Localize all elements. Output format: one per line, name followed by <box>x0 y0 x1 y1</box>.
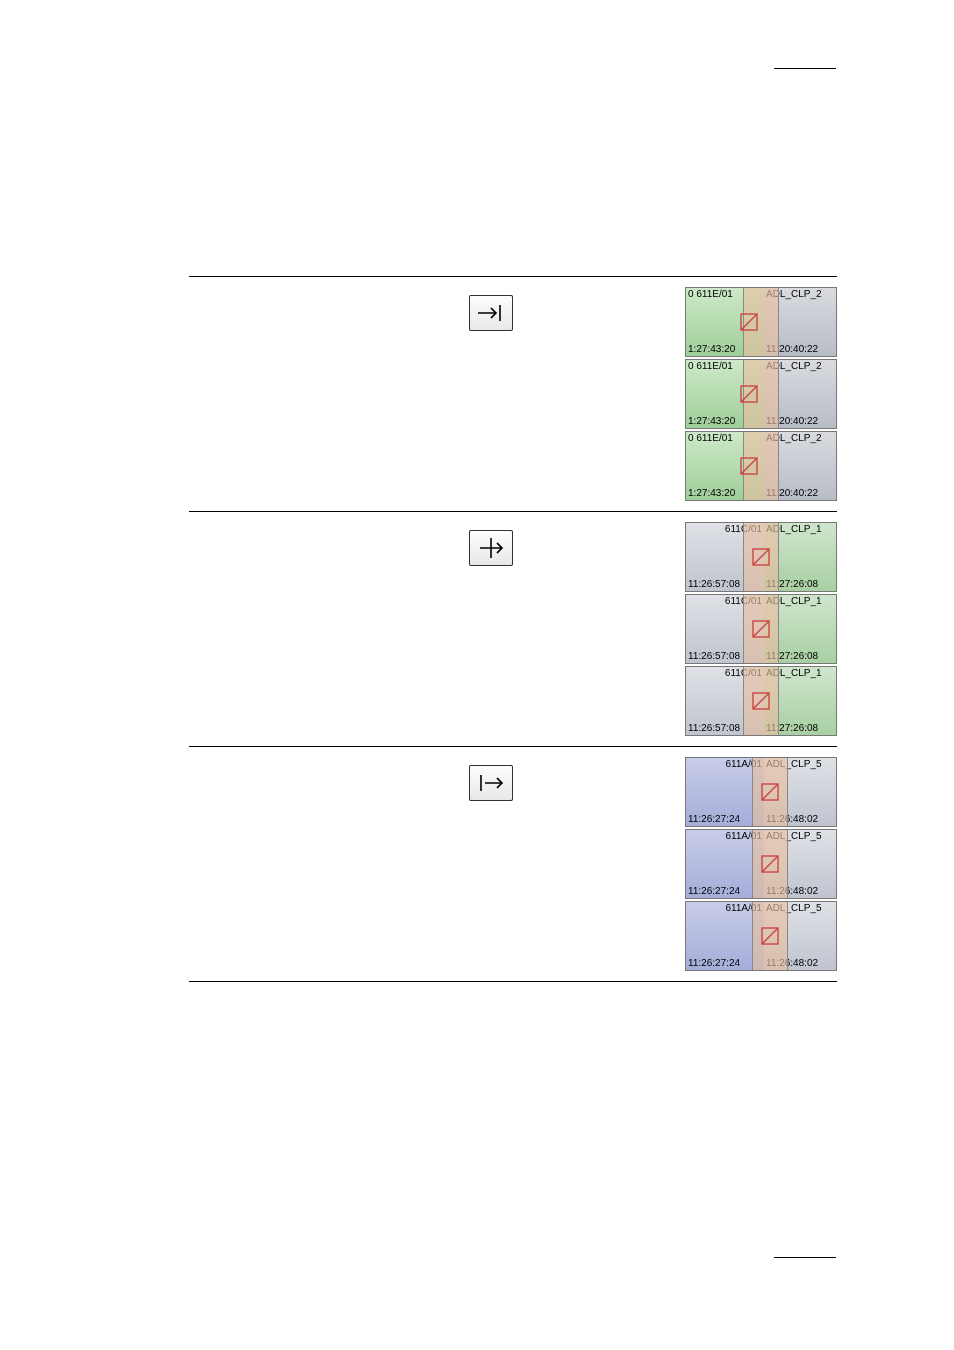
table-row: 611A/01 11:26:27:24 ADL_CLP_5 11:26:48:0… <box>189 747 837 981</box>
transition-icon <box>740 313 758 331</box>
clip-pair: 0 611E/01 1:27:43:20 ADL_CLP_2 11:20:40:… <box>685 431 837 501</box>
clip-pair: 611A/01 11:26:27:24 ADL_CLP_5 11:26:48:0… <box>685 901 837 971</box>
transition-icon <box>740 457 758 475</box>
header-rule <box>774 68 836 69</box>
clip-timecode: 11:26:27:24 <box>688 814 762 825</box>
row-preview-col: 611A/01 11:26:27:24 ADL_CLP_5 11:26:48:0… <box>599 757 837 971</box>
transition-icon <box>761 855 779 873</box>
table-bottom-rule <box>189 981 837 982</box>
clip-pair: 611C/01 11:26:57:08 ADL_CLP_1 11:27:26:0… <box>685 522 837 592</box>
footer-rule <box>774 1257 836 1258</box>
transition-icon <box>752 548 770 566</box>
clip-name: 611A/01 <box>688 903 762 914</box>
transition-icon <box>740 385 758 403</box>
transition-icon <box>752 692 770 710</box>
page: 0 611E/01 1:27:43:20 ADL_CLP_2 11:20:40:… <box>0 0 954 1350</box>
row-icon-col <box>469 287 599 331</box>
trim-mode-button[interactable] <box>469 295 513 331</box>
row-icon-col <box>469 757 599 801</box>
table-row: 0 611E/01 1:27:43:20 ADL_CLP_2 11:20:40:… <box>189 277 837 511</box>
clip-pair: 611A/01 11:26:27:24 ADL_CLP_5 11:26:48:0… <box>685 829 837 899</box>
arrow-from-bar-icon <box>476 774 506 792</box>
clip-name: 611A/01 <box>688 759 762 770</box>
arrow-to-bar-icon <box>476 304 506 322</box>
clip-name: 611A/01 <box>688 831 762 842</box>
clip-pair: 0 611E/01 1:27:43:20 ADL_CLP_2 11:20:40:… <box>685 359 837 429</box>
clip-timecode: 11:26:27:24 <box>688 958 762 969</box>
clip-timecode: 11:26:27:24 <box>688 886 762 897</box>
transition-icon <box>761 783 779 801</box>
clip-pair: 611C/01 11:26:57:08 ADL_CLP_1 11:27:26:0… <box>685 666 837 736</box>
row-icon-col <box>469 522 599 566</box>
arrow-through-bar-icon <box>476 537 506 559</box>
transition-icon <box>752 620 770 638</box>
transition-icon <box>761 927 779 945</box>
trim-mode-button[interactable] <box>469 530 513 566</box>
trim-mode-button[interactable] <box>469 765 513 801</box>
row-preview-col: 611C/01 11:26:57:08 ADL_CLP_1 11:27:26:0… <box>599 522 837 736</box>
clip-pair: 611A/01 11:26:27:24 ADL_CLP_5 11:26:48:0… <box>685 757 837 827</box>
clip-pair: 0 611E/01 1:27:43:20 ADL_CLP_2 11:20:40:… <box>685 287 837 357</box>
clip-pair: 611C/01 11:26:57:08 ADL_CLP_1 11:27:26:0… <box>685 594 837 664</box>
trim-modes-table: 0 611E/01 1:27:43:20 ADL_CLP_2 11:20:40:… <box>189 276 837 982</box>
row-preview-col: 0 611E/01 1:27:43:20 ADL_CLP_2 11:20:40:… <box>599 287 837 501</box>
table-row: 611C/01 11:26:57:08 ADL_CLP_1 11:27:26:0… <box>189 512 837 746</box>
